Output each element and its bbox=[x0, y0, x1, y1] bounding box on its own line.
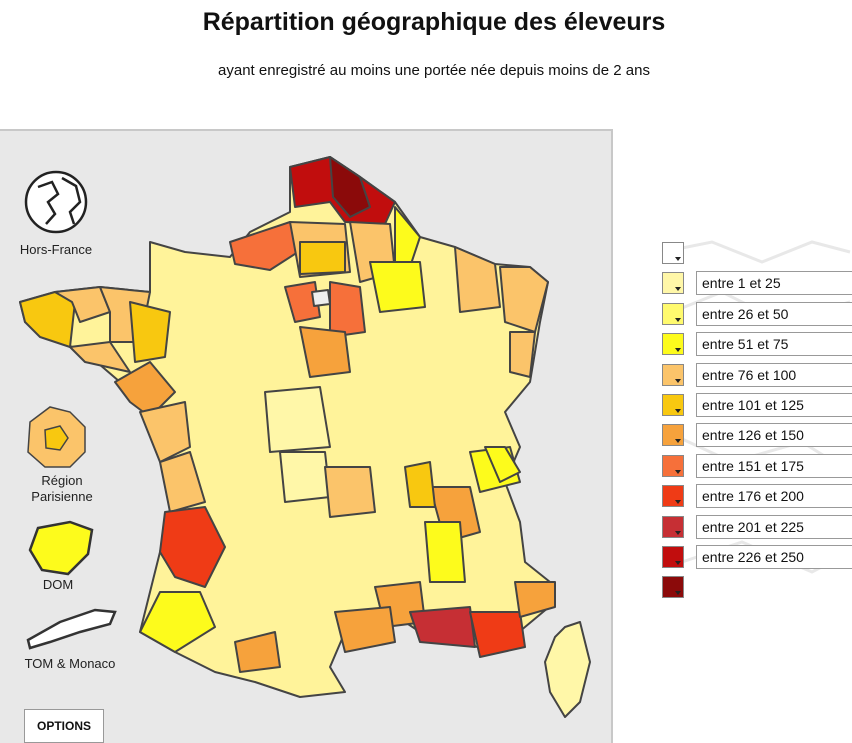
legend-row: entre 151 et 175 bbox=[662, 453, 852, 481]
dept-haute-garonne[interactable] bbox=[234, 631, 281, 673]
legend-label[interactable]: entre 51 et 75 bbox=[696, 332, 852, 357]
legend-color-swatch[interactable] bbox=[662, 363, 684, 386]
legend-label[interactable]: entre 151 et 175 bbox=[696, 453, 852, 478]
legend-row: entre 1 et 25 bbox=[662, 271, 852, 298]
legend-label[interactable]: entre 201 et 225 bbox=[696, 514, 852, 539]
legend-color-swatch[interactable] bbox=[662, 454, 684, 477]
dom-label: DOM bbox=[42, 577, 74, 592]
legend-label[interactable]: entre 126 et 150 bbox=[696, 423, 852, 448]
dept-essonne[interactable] bbox=[299, 326, 351, 378]
legend-row: entre 76 et 100 bbox=[662, 362, 852, 390]
legend-color-swatch[interactable] bbox=[662, 485, 684, 508]
legend-color-swatch[interactable] bbox=[662, 242, 684, 264]
dept-corse[interactable] bbox=[544, 621, 591, 718]
legend-row: entre 226 et 250 bbox=[662, 545, 852, 572]
dept-morbihan[interactable] bbox=[69, 341, 131, 373]
dept-val-oise[interactable] bbox=[299, 241, 346, 275]
dept-seine-marne[interactable] bbox=[329, 281, 366, 338]
legend-color-swatch[interactable] bbox=[662, 333, 684, 356]
legend-row: entre 26 et 50 bbox=[662, 301, 852, 329]
page-title: Répartition géographique des éleveurs bbox=[202, 8, 666, 36]
dept-gironde[interactable] bbox=[159, 506, 226, 588]
dept-mayenne[interactable] bbox=[129, 301, 171, 363]
dept-vendee[interactable] bbox=[139, 401, 191, 463]
legend-color-swatch[interactable] bbox=[662, 515, 684, 538]
dept-haut-rhin[interactable] bbox=[509, 331, 536, 378]
dept-cotes-armor[interactable] bbox=[54, 286, 111, 323]
legend-row: entre 126 et 150 bbox=[662, 423, 852, 450]
dept-marne[interactable] bbox=[369, 261, 426, 313]
legend-label[interactable]: entre 101 et 125 bbox=[696, 393, 852, 417]
dept-seine-maritime[interactable] bbox=[229, 221, 299, 271]
dept-cher[interactable] bbox=[279, 451, 331, 503]
options-button[interactable]: OPTIONS bbox=[24, 709, 104, 743]
dept-drome[interactable] bbox=[424, 521, 466, 583]
dept-herault[interactable] bbox=[334, 606, 396, 653]
legend-row: entre 51 et 75 bbox=[662, 332, 852, 359]
hors-france-label: Hors-France bbox=[19, 242, 93, 257]
legend-label[interactable]: entre 26 et 50 bbox=[696, 301, 852, 326]
dept-bouches-du-rhone[interactable] bbox=[409, 606, 476, 648]
dept-landes[interactable] bbox=[139, 591, 216, 653]
legend-label[interactable]: entre 1 et 25 bbox=[696, 271, 852, 296]
page-subtitle: ayant enregistré au moins une portée née… bbox=[218, 62, 650, 79]
region-parisienne-inset[interactable] bbox=[27, 406, 86, 468]
dept-haute-savoie[interactable] bbox=[484, 446, 521, 483]
dept-bas-rhin[interactable] bbox=[499, 266, 549, 333]
tom-monaco-label: TOM & Monaco bbox=[24, 656, 116, 671]
france-map[interactable] bbox=[0, 131, 611, 743]
dept-paris[interactable] bbox=[311, 289, 331, 307]
legend-label[interactable]: entre 176 et 200 bbox=[696, 484, 852, 509]
legend-label[interactable]: entre 76 et 100 bbox=[696, 362, 852, 387]
dept-puy-de-dome[interactable] bbox=[324, 466, 376, 518]
legend-row bbox=[662, 576, 852, 602]
globe-icon[interactable] bbox=[24, 170, 88, 234]
legend-row: entre 101 et 125 bbox=[662, 393, 852, 420]
tom-shape[interactable] bbox=[26, 608, 117, 650]
dept-alpes-maritimes[interactable] bbox=[514, 581, 556, 618]
dept-moselle[interactable] bbox=[454, 246, 501, 313]
dept-finistere[interactable] bbox=[19, 291, 76, 348]
legend-color-swatch[interactable] bbox=[662, 546, 684, 568]
legend-color-swatch[interactable] bbox=[662, 394, 684, 416]
dept-loiret[interactable] bbox=[264, 386, 331, 453]
map-panel: Hors-France Région Parisienne DOM TOM & … bbox=[0, 129, 613, 743]
legend-color-swatch[interactable] bbox=[662, 272, 684, 295]
dept-loire-atlantique[interactable] bbox=[114, 361, 176, 418]
legend-color-swatch[interactable] bbox=[662, 302, 684, 325]
region-parisienne-label-2: Parisienne bbox=[31, 489, 93, 504]
legend-color-swatch[interactable] bbox=[662, 576, 684, 599]
legend-row bbox=[662, 242, 852, 268]
dom-shape[interactable] bbox=[28, 520, 94, 576]
legend-color-swatch[interactable] bbox=[662, 424, 684, 447]
legend-label[interactable]: entre 226 et 250 bbox=[696, 545, 852, 569]
dept-charente-maritime[interactable] bbox=[159, 451, 206, 513]
legend-row: entre 201 et 225 bbox=[662, 514, 852, 542]
region-parisienne-label-1: Région bbox=[41, 473, 83, 488]
dept-rhone[interactable] bbox=[404, 461, 436, 508]
dept-var[interactable] bbox=[469, 611, 526, 658]
legend-row: entre 176 et 200 bbox=[662, 484, 852, 511]
dept-pas-de-calais[interactable] bbox=[329, 156, 371, 218]
